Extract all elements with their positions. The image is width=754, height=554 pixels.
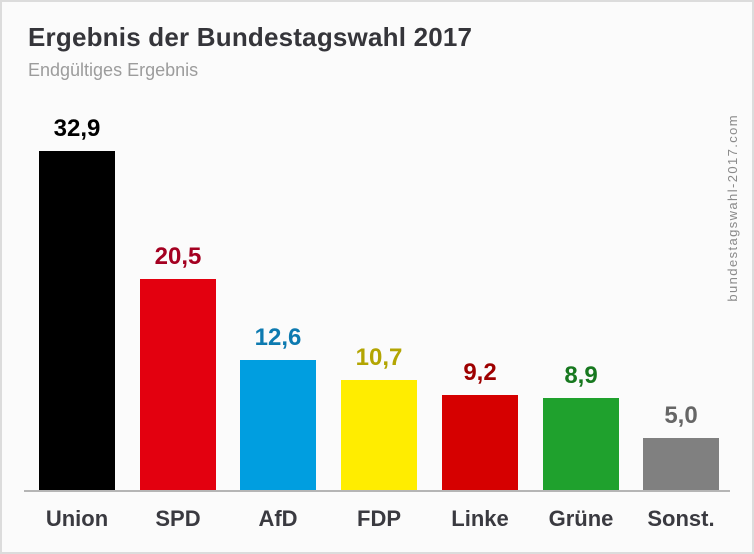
bar-value-label: 32,9 [53,115,101,142]
bar-group: 9,2 Linke [442,2,518,552]
bar [643,438,719,490]
bar-group: 10,7 FDP [341,2,417,552]
bar-category-label: AfD [258,506,298,531]
bar-category-label: Grüne [548,506,614,531]
chart-title: Ergebnis der Bundestagswahl 2017 [28,22,473,52]
bar-group: 5,0 Sonst. [643,2,719,552]
bar [140,279,216,490]
x-axis-line [24,490,730,492]
bar [341,380,417,490]
bar-value-label: 9,2 [463,359,497,386]
bar [442,395,518,490]
bar-category-label: SPD [155,506,201,531]
bar-value-label: 20,5 [154,243,202,270]
bar-category-label: Sonst. [647,506,715,531]
bar-value-label: 5,0 [664,402,698,429]
bar-group: 8,9 Grüne [543,2,619,552]
bar [39,151,115,490]
bar [240,360,316,490]
bar-category-label: Linke [451,506,509,531]
watermark-text: bundestagswahl-2017.com [725,114,740,302]
chart-subtitle: Endgültiges Ergebnis [28,60,199,80]
bar-group: 32,9 Union [39,2,115,552]
bar-category-label: FDP [357,506,401,531]
bar [543,398,619,490]
bar-group: 12,6 AfD [240,2,316,552]
bar-value-label: 10,7 [355,344,403,371]
bar-category-label: Union [45,506,109,531]
bar-value-label: 12,6 [254,324,302,351]
bar-value-label: 8,9 [564,362,598,389]
bar-group: 20,5 SPD [140,2,216,552]
